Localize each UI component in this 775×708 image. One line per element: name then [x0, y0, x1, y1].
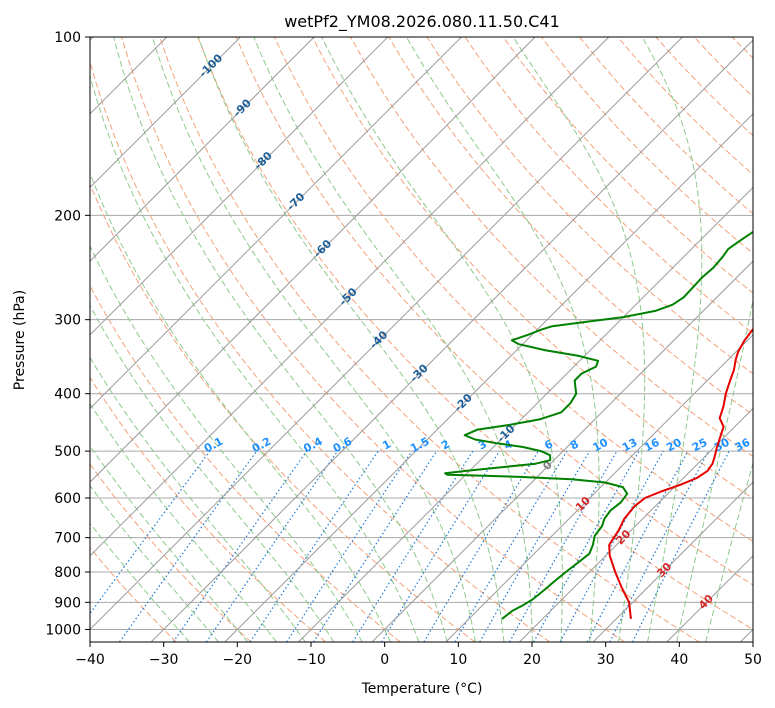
- isotherm-line: [592, 481, 753, 642]
- dry-adiabat: [502, 37, 753, 294]
- moist-adiabat: [113, 37, 448, 642]
- y-tick-label: 300: [54, 313, 81, 329]
- moist-adiabat: [512, 37, 646, 642]
- isotherm-line: [90, 37, 683, 631]
- mixing-ratio-line: [205, 450, 338, 642]
- skewed-isotherms: [90, 37, 753, 642]
- temperature-profile-line: [608, 327, 753, 620]
- pressure-gridlines: [90, 37, 753, 630]
- mixing-ratio-line: [90, 450, 211, 615]
- mixing-ratio-line: [381, 450, 501, 642]
- moist-adiabat: [405, 37, 600, 642]
- x-axis-ticks: −40 −30 −20 −10 0 10 20 30 40 50: [75, 642, 762, 668]
- mixing-ratio-line: [352, 450, 474, 642]
- x-tick-label: 0: [380, 652, 389, 668]
- mixing-ratio-line: [312, 450, 438, 642]
- y-tick-label: 100: [54, 30, 81, 46]
- moist-adiabat: [90, 522, 190, 642]
- mixing-ratio-line: [286, 450, 413, 642]
- isotherm-line: [90, 37, 610, 557]
- y-tick-label: 600: [54, 491, 81, 507]
- isotherm-line: [445, 334, 753, 642]
- mixing-ratio-line: [632, 450, 730, 642]
- dewpoint-profile-line: [444, 230, 753, 620]
- isotherm-line: [298, 186, 753, 642]
- x-tick-label: −40: [75, 652, 105, 668]
- isotherm-line: [150, 39, 753, 642]
- mixing-ratio-line: [559, 450, 664, 642]
- x-tick-label: 50: [744, 652, 762, 668]
- plot-frame: [89, 36, 754, 643]
- x-tick-label: 40: [670, 652, 688, 668]
- x-tick-label: 10: [449, 652, 467, 668]
- chart-title: wetPf2_YM08.2026.080.11.50.C41: [284, 12, 560, 32]
- x-tick-label: −10: [296, 652, 326, 668]
- dry-adiabat: [90, 60, 551, 642]
- mixing-ratio-label: 13: [620, 436, 640, 455]
- isotherm-line: [90, 37, 241, 189]
- y-tick-label: 900: [54, 595, 81, 611]
- y-tick-label: 800: [54, 565, 81, 581]
- x-tick-label: −20: [223, 652, 253, 668]
- dry-adiabat: [90, 463, 252, 642]
- x-axis-title: Temperature (°C): [361, 681, 483, 697]
- dry-adiabat: [90, 376, 327, 642]
- moist-adiabat: [90, 304, 335, 642]
- moist-adiabat: [90, 402, 277, 642]
- mixing-ratio-label: 16: [642, 436, 662, 455]
- moist-adiabat: [253, 37, 533, 642]
- x-tick-label: −30: [149, 652, 179, 668]
- moist-adiabat: [90, 484, 219, 642]
- isotherm-line: [90, 37, 536, 483]
- y-tick-label: 400: [54, 387, 81, 403]
- isotherm-line: [224, 113, 753, 642]
- x-tick-label: 30: [597, 652, 615, 668]
- moist-adiabat: [321, 37, 563, 642]
- isotherm-line: [371, 260, 753, 642]
- isotherm-line: [519, 407, 753, 642]
- y-tick-label: 700: [54, 531, 81, 547]
- moist-adiabat: [676, 297, 753, 642]
- mixing-ratio-line: [172, 450, 308, 642]
- dry-adiabat: [235, 37, 753, 586]
- moist-adiabat: [90, 244, 363, 642]
- y-axis-ticks: 100 200 300 400 500 600 700 800 900 1000: [45, 30, 90, 638]
- mixing-ratio-lines: [90, 450, 730, 642]
- mixing-ratio-label: 20: [664, 436, 684, 455]
- x-tick-label: 20: [523, 652, 541, 668]
- moist-adiabat: [90, 171, 391, 642]
- mixing-ratio-label: 10: [591, 436, 611, 455]
- dry-adiabat: [388, 37, 753, 416]
- moist-adiabat: [90, 74, 420, 642]
- isotherm-line: [90, 37, 315, 262]
- y-tick-label: 200: [54, 208, 81, 224]
- moist-adiabat: [197, 37, 505, 642]
- y-axis-title: Pressure (hPa): [12, 290, 28, 390]
- mixing-ratio-line: [119, 450, 258, 642]
- mixing-ratio-line: [249, 450, 379, 642]
- dry-adiabat: [90, 182, 476, 642]
- moist-adiabat: [90, 445, 248, 642]
- y-tick-label: 1000: [45, 622, 81, 638]
- sounding-profiles: [444, 230, 753, 620]
- moist-adiabat: [90, 356, 306, 642]
- isotherm-line: [90, 37, 462, 410]
- dry-adiabat: [197, 37, 753, 630]
- mixing-ratio-label: 36: [733, 436, 753, 455]
- mixing-ratio-line: [509, 450, 618, 642]
- dry-adiabat: [426, 37, 753, 375]
- dry-adiabat: [90, 546, 177, 642]
- mixing-ratio-label: 25: [690, 436, 710, 455]
- y-tick-label: 500: [54, 444, 81, 460]
- isotherm-line: [90, 37, 389, 336]
- moist-adiabat: [152, 37, 476, 642]
